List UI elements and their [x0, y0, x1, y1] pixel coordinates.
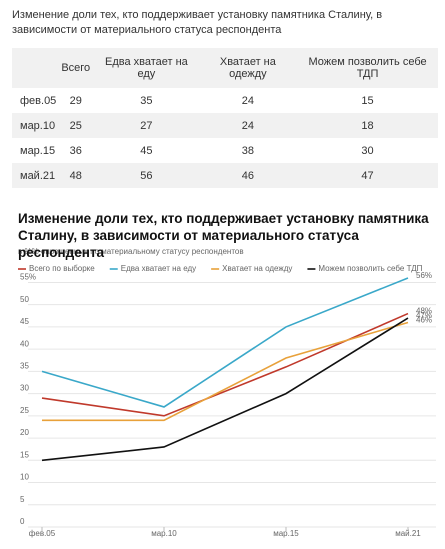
series-line [42, 321, 409, 422]
y-tick-label: 15 [20, 450, 29, 459]
value-label: 46% [416, 316, 432, 325]
cell: 25 [57, 113, 95, 138]
series-line [41, 277, 409, 408]
y-tick-label: 40 [20, 339, 29, 348]
table-row: фев.05 29 35 24 15 [12, 88, 438, 113]
series-line [41, 317, 409, 462]
cell: 46 [198, 163, 298, 188]
cell: 24 [241, 94, 254, 107]
table-row: мар.15 36 45 38 30 [12, 138, 438, 163]
data-table: Всего Едва хватает на еду Хватает на одежд… [12, 48, 438, 188]
legend-label: Едва хватает на еду [121, 264, 196, 273]
row-label: мар.15 [20, 144, 56, 157]
cell: 48 [57, 163, 95, 188]
chart-title: Изменение доли тех, кто поддерживает уст… [18, 211, 429, 260]
cell: 45 [140, 144, 153, 157]
cell: 27 [94, 113, 199, 138]
column-header: Всего [57, 48, 95, 88]
cell: 24 [198, 113, 298, 138]
legend-label: Можем позволить себе ТДП [318, 264, 422, 273]
cell: 36 [69, 144, 82, 157]
y-tick-label: 55% [20, 273, 36, 282]
y-tick-label: 20 [20, 428, 29, 437]
legend-label: Хватает на одежду [222, 264, 292, 273]
chart-subtitle: в %% опрошенных по материальному статусу… [18, 247, 244, 256]
column-header: Хватает на одежду [198, 48, 298, 88]
legend-label: Всего по выборке [29, 264, 95, 273]
x-tick-label: мар.10 [151, 529, 177, 538]
y-tick-label: 30 [20, 384, 29, 393]
row-label: фев.05 [20, 94, 57, 107]
y-tick-label: 0 [20, 517, 25, 526]
row-label: май.21 [12, 163, 58, 188]
y-tick-label: 25 [20, 406, 29, 415]
cell: 18 [297, 113, 438, 138]
cell: 15 [361, 94, 374, 107]
x-tick-label: мар.15 [273, 529, 299, 538]
table-row: мар.10 25 27 24 18 [12, 113, 438, 138]
cell: 35 [140, 94, 153, 107]
row-label: мар.10 [12, 113, 58, 138]
cell: 29 [69, 94, 82, 107]
x-tick-label: фев.05 [29, 529, 56, 538]
value-label: 47% [416, 311, 432, 320]
column-header: Едва хватает на еду [94, 48, 199, 88]
y-tick-label: 45 [20, 317, 29, 326]
header-row: Всего Едва хватает на еду Хватает на одежд… [12, 48, 438, 88]
y-tick-label: 5 [20, 495, 25, 504]
corner-cell [12, 48, 58, 88]
series-line [41, 312, 409, 417]
cell: 56 [94, 163, 199, 188]
value-label: 48% [416, 307, 432, 316]
cell: 47 [297, 163, 438, 188]
table-row: май.21 48 56 46 47 [12, 163, 438, 188]
x-tick-label: май.21 [395, 529, 421, 538]
cell: 38 [241, 144, 254, 157]
table-title: Изменение доли тех, кто поддерживает уст… [12, 9, 383, 36]
chart: в %% опрошенных по материальному статусу… [18, 247, 436, 538]
y-tick-label: 50 [20, 295, 29, 304]
y-tick-label: 35 [20, 361, 29, 370]
column-header: Можем позволить себе ТДП [297, 48, 438, 88]
cell: 30 [361, 144, 374, 157]
y-tick-label: 10 [20, 473, 29, 482]
value-label: 56% [416, 271, 432, 280]
